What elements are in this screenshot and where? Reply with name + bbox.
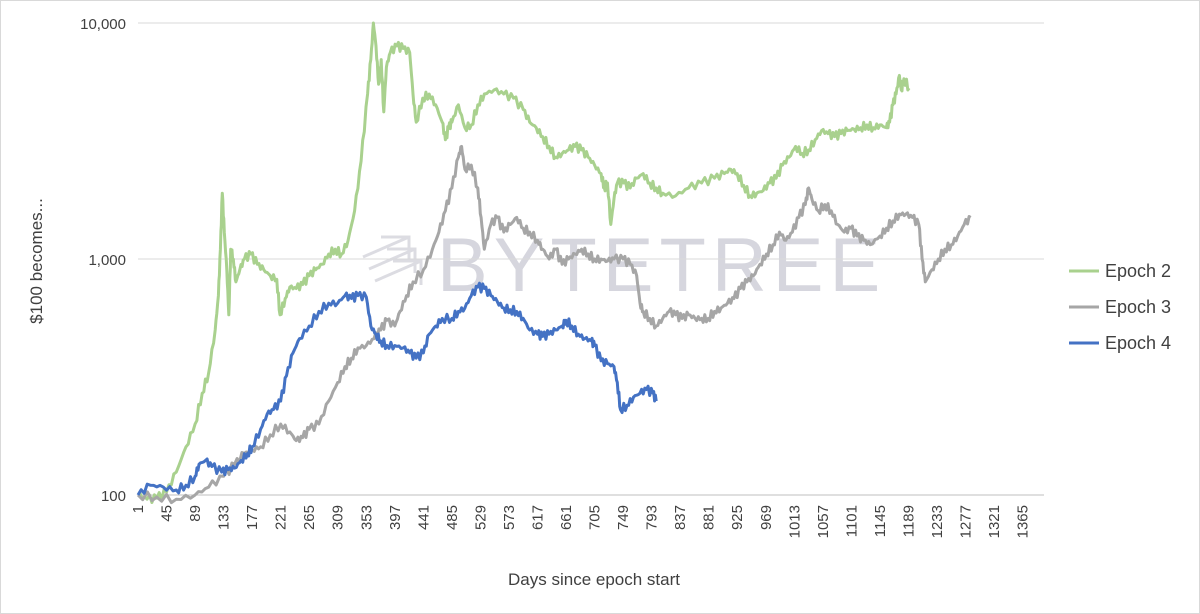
x-axis-ticks: 1 45 89 133 177 221 265 309 353 397 441 485 529 573 61… — [130, 505, 1032, 538]
x-tick-label: 221 — [273, 505, 290, 530]
x-tick-label: 309 — [330, 505, 347, 530]
x-tick-label: 441 — [415, 505, 432, 530]
y-axis-title: $100 becomes... — [27, 198, 46, 324]
x-tick-label: 133 — [216, 505, 233, 530]
series-line-epoch-2 — [137, 21, 911, 504]
x-tick-label: 969 — [758, 505, 775, 530]
x-tick-label: 837 — [672, 505, 689, 530]
x-tick-label: 89 — [187, 505, 204, 522]
legend-label: Epoch 3 — [1105, 297, 1171, 317]
y-axis-ticks: 100 1,000 10,000 — [80, 16, 126, 505]
x-tick-label: 1233 — [929, 505, 946, 538]
x-axis-title: Days since epoch start — [508, 570, 680, 589]
x-tick-label: 1321 — [986, 505, 1003, 538]
series-layer — [136, 21, 972, 505]
y-tick-label: 10,000 — [80, 16, 126, 33]
legend-label: Epoch 4 — [1105, 333, 1171, 353]
gridlines — [138, 22, 1044, 496]
x-tick-label: 705 — [587, 505, 604, 530]
x-tick-label: 793 — [644, 505, 661, 530]
x-tick-label: 661 — [558, 505, 575, 530]
x-tick-label: 1057 — [815, 505, 832, 538]
legend-label: Epoch 2 — [1105, 261, 1171, 281]
x-tick-label: 1277 — [958, 505, 975, 538]
x-tick-label: 485 — [444, 505, 461, 530]
legend: Epoch 2 Epoch 3 Epoch 4 — [1069, 261, 1171, 353]
x-tick-label: 1 — [130, 505, 147, 513]
x-tick-label: 265 — [301, 505, 318, 530]
y-tick-label: 100 — [101, 488, 126, 505]
x-tick-label: 177 — [244, 505, 261, 530]
series-line-epoch-4 — [136, 281, 658, 496]
watermark: BYTETREE — [362, 223, 886, 308]
watermark-text: BYTETREE — [437, 223, 886, 308]
x-tick-label: 617 — [529, 505, 546, 530]
y-tick-label: 1,000 — [88, 252, 126, 269]
x-tick-label: 925 — [729, 505, 746, 530]
x-tick-label: 353 — [358, 505, 375, 530]
x-tick-label: 1013 — [786, 505, 803, 538]
x-tick-label: 529 — [472, 505, 489, 530]
x-tick-label: 749 — [615, 505, 632, 530]
x-tick-label: 881 — [701, 505, 718, 530]
x-tick-label: 1101 — [843, 505, 860, 537]
watermark-logo-icon — [362, 235, 423, 285]
x-tick-label: 1145 — [872, 505, 889, 537]
x-tick-label: 397 — [387, 505, 404, 530]
x-tick-label: 45 — [159, 505, 176, 522]
x-tick-label: 1365 — [1015, 505, 1032, 538]
x-tick-label: 1189 — [900, 505, 917, 537]
series-line-epoch-3 — [136, 144, 972, 505]
x-tick-label: 573 — [501, 505, 518, 530]
